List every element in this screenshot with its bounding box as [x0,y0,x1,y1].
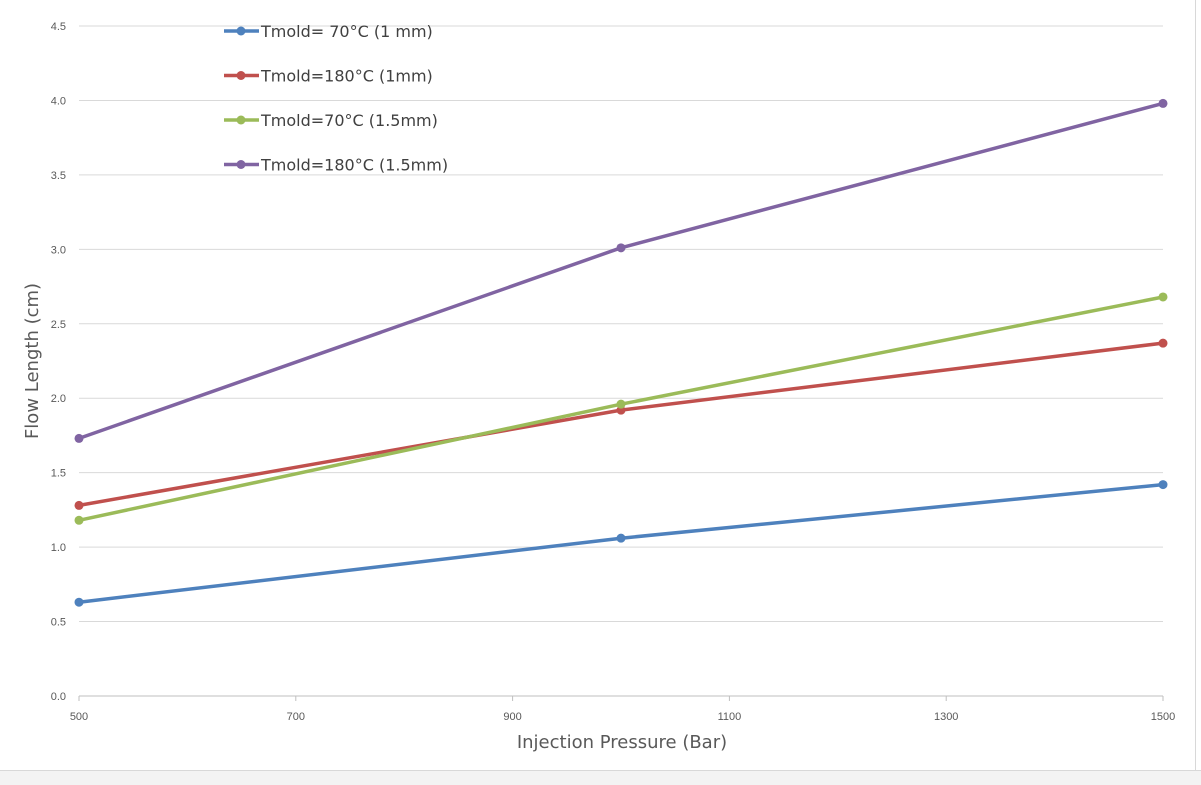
data-point [1158,98,1168,108]
legend-swatch-marker [236,115,246,125]
data-point [74,433,84,443]
y-tick-label: 4.0 [51,95,66,107]
window-bottom-strip [0,770,1201,785]
frame-edge [1195,0,1196,770]
data-point [74,597,84,607]
data-point [616,533,626,543]
series-line [77,482,1165,604]
y-tick-label: 0.0 [51,691,66,703]
y-axis-title: Flow Length (cm) [22,283,43,439]
y-tick-label: 1.0 [51,542,66,554]
legend-swatch-marker [236,160,246,169]
legend-swatch-marker [236,26,246,36]
x-tick-label: 500 [70,711,88,723]
data-point [1158,480,1168,490]
y-tick-label: 3.5 [51,170,66,182]
y-tick-label: 0.5 [51,617,66,629]
y-tick-label: 1.5 [51,468,66,480]
y-tick-label: 2.5 [51,319,66,331]
legend-label: Tmold=70°C (1.5mm) [260,111,438,130]
y-tick-label: 4.5 [51,21,66,33]
x-tick-label: 900 [503,711,521,723]
legend-label: Tmold= 70°C (1 mm) [260,22,433,41]
data-point [1158,338,1168,348]
legend-label: Tmold=180°C (1mm) [260,67,433,86]
data-point [74,500,84,510]
x-tick-label: 1500 [1151,711,1175,723]
y-tick-label: 2.0 [51,393,66,405]
x-axis-title: Injection Pressure (Bar) [517,732,727,753]
gridlines [79,25,1163,697]
series-line [77,341,1165,508]
legend: Tmold= 70°C (1 mm) Tmold=180°C (1mm) Tmold… [224,22,448,175]
data-point [616,399,626,409]
x-tick-label: 700 [287,711,305,723]
series-line [77,101,1165,441]
data-point [616,243,626,253]
axes: 0.0 0.5 1.0 1.5 2.0 2.5 3.0 3.5 4.0 4.5 500 700 900 1… [51,21,1176,723]
data-point [1158,292,1168,302]
x-tick-label: 1300 [934,711,958,723]
legend-label: Tmold=180°C (1.5mm) [260,156,448,175]
data-point [74,515,84,525]
series-lines [74,98,1168,607]
legend-swatch-marker [236,71,246,80]
x-tick-label: 1100 [718,711,742,723]
y-tick-label: 3.0 [51,244,66,256]
